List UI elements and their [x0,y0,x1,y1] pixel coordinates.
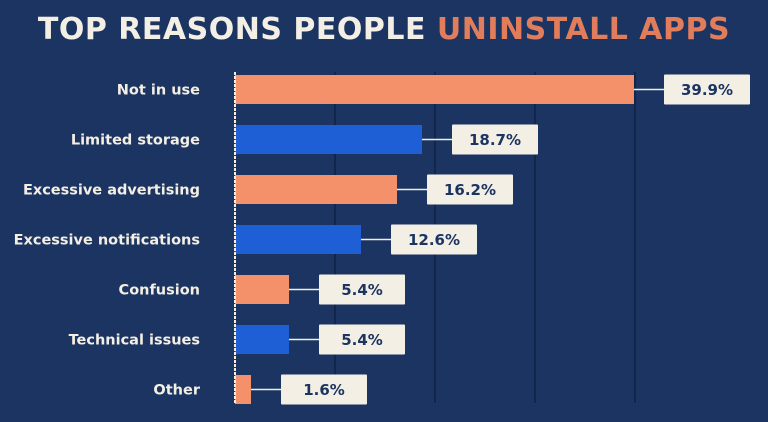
value-label: 39.9% [681,81,733,99]
value-box [319,274,405,305]
bar [235,325,289,354]
category-label: Excessive notifications [14,233,200,249]
value-box [452,124,538,155]
value-box [319,324,405,355]
value-label: 5.4% [341,281,383,299]
bar [235,75,634,104]
value-box [391,224,477,255]
category-label: Not in use [117,83,200,99]
value-label: 5.4% [341,331,383,349]
value-label: 18.7% [469,131,521,149]
bar [235,175,397,204]
category-label: Technical issues [69,333,200,349]
chart-title-part2: UNINSTALL APPS [436,12,731,47]
category-label: Confusion [119,283,200,299]
bar [235,275,289,304]
category-label: Other [153,383,200,399]
category-label: Limited storage [71,133,200,149]
bar [235,375,251,404]
chart-title-part1: TOP REASONS PEOPLE [37,12,437,47]
bar [235,125,422,154]
chart-title: TOP REASONS PEOPLE UNINSTALL APPS [0,12,768,47]
value-box [664,74,750,105]
value-label: 12.6% [408,231,460,249]
value-box [427,174,513,205]
value-label: 16.2% [444,181,496,199]
value-box [281,374,367,405]
value-label: 1.6% [303,381,345,399]
category-label: Excessive advertising [23,183,200,199]
bar [235,225,361,254]
